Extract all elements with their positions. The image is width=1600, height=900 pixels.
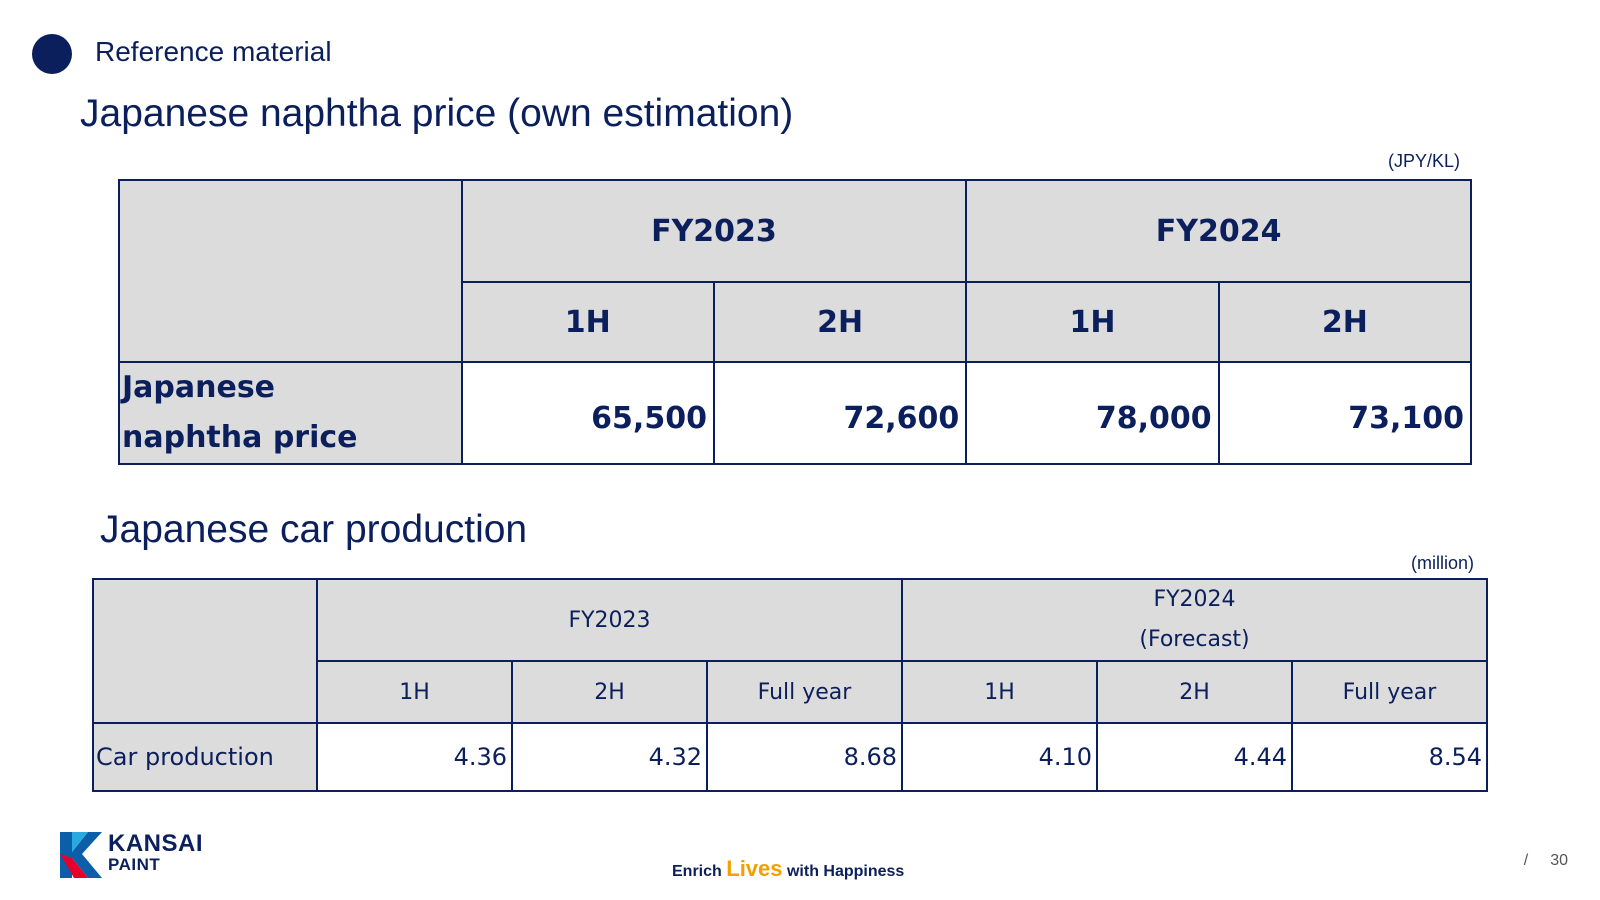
tagline-text: Enrich [672,863,722,880]
table-row: Car production 4.36 4.32 8.68 4.10 4.44 … [92,722,1488,792]
tagline: Enrich Lives with Happiness [672,856,904,882]
page-number: / 30 [1524,852,1568,870]
car-production-table: FY2023 FY2024 (Forecast) 1H 2H Full year… [92,578,1488,792]
value-cell: 8.68 [706,722,903,792]
page-slash: / [1523,852,1529,869]
period-header: 2H [511,660,708,724]
tagline-highlight: Lives [726,856,783,881]
corner-cell [92,578,318,724]
value-cell: 4.36 [316,722,513,792]
page-number-value: 30 [1550,852,1568,869]
period-header: 2H [1096,660,1293,724]
row-label: Japanese naphtha price [118,361,463,465]
half-header: 2H [1217,281,1473,363]
naphtha-title: Japanese naphtha price (own estimation) [80,92,794,135]
corner-cell [118,179,463,363]
section-label: Reference material [95,36,332,67]
table-row: Japanese naphtha price 65,500 72,600 78,… [118,361,1473,465]
value-cell: 73,100 [1217,361,1473,465]
logo-text: KANSAI [108,830,204,857]
value-cell: 72,600 [712,361,968,465]
naphtha-unit: (JPY/KL) [1387,151,1460,171]
value-cell: 4.32 [511,722,708,792]
year-header-line: FY2024 [1153,587,1236,612]
row-label-line: naphtha price [122,420,358,455]
year-header-line: (Forecast) [1139,627,1250,652]
tagline-text: with Happiness [786,863,905,880]
value-cell: 4.10 [901,722,1098,792]
period-header: Full year [706,660,903,724]
period-header: Full year [1291,660,1488,724]
logo-text: PAINT [108,855,161,874]
year-header: FY2023 [316,578,903,662]
kansai-paint-logo-icon [60,832,102,878]
year-header-forecast: FY2024 (Forecast) [901,578,1488,662]
naphtha-price-table: FY2023 FY2024 1H 2H 1H 2H Japanese napht… [118,179,1473,465]
value-cell: 65,500 [460,361,715,465]
half-header: 1H [965,281,1220,363]
year-header: FY2023 [460,179,968,283]
value-cell: 78,000 [965,361,1220,465]
half-header: 1H [460,281,715,363]
period-header: 1H [316,660,513,724]
row-label-line: Japanese [122,370,276,405]
car-production-unit: (million) [1411,553,1474,573]
row-label: Car production [92,722,318,792]
bullet-dot-icon [32,34,72,74]
value-cell: 4.44 [1096,722,1293,792]
period-header: 1H [901,660,1098,724]
half-header: 2H [712,281,968,363]
car-production-title: Japanese car production [100,508,528,551]
value-cell: 8.54 [1291,722,1488,792]
year-header: FY2024 [965,179,1472,283]
